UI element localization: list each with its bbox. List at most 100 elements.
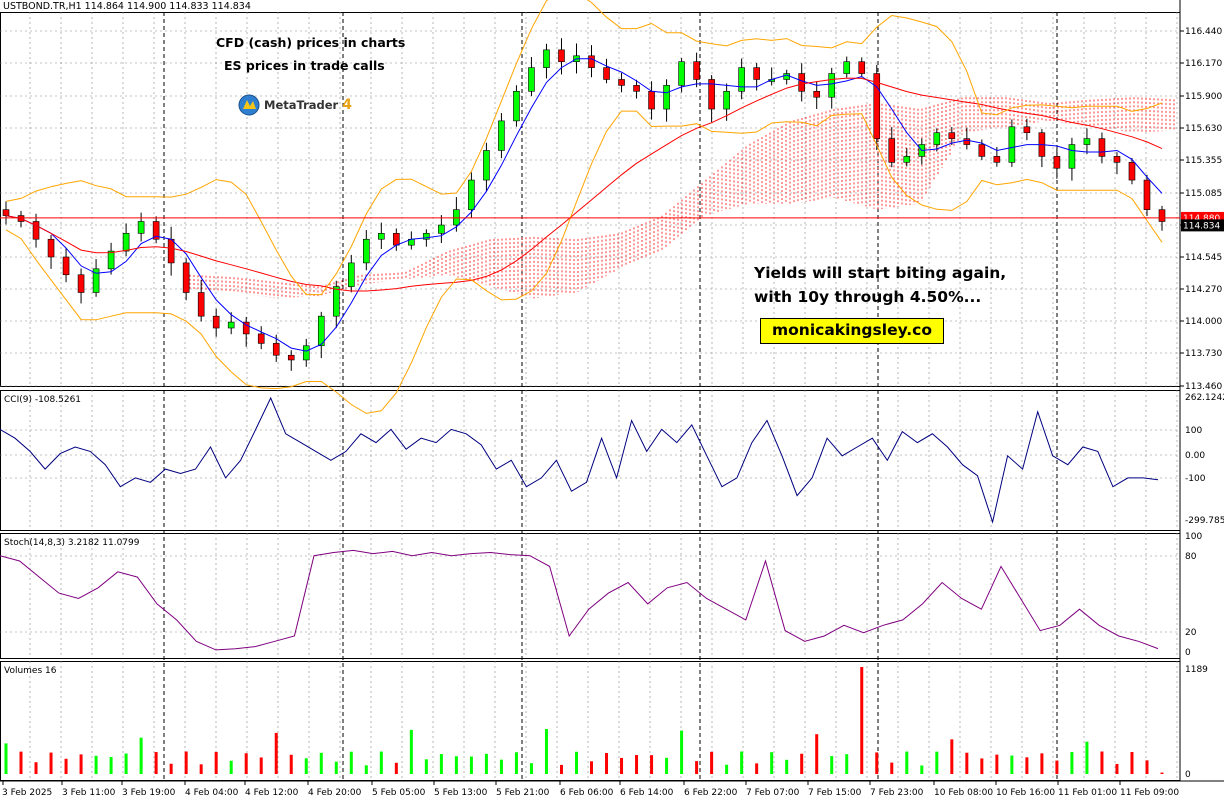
candle-bearish [182,262,190,293]
candle-bearish [242,321,250,335]
time-tick-label: 10 Feb 08:00 [934,788,993,798]
candle-bearish [1143,179,1151,210]
time-tick-label: 5 Feb 21:00 [496,788,550,798]
candle-bullish [438,224,445,234]
candle-bearish [257,333,265,344]
price-tick-label: 114.000 [1185,317,1222,327]
candle-bearish [393,233,400,246]
candle-bullish [528,67,535,92]
cci-line [0,396,1159,524]
candle-bearish [618,79,625,86]
candle-bearish [603,67,610,80]
annotation-line-1: Yields will start biting again, [754,264,1007,282]
price-tick-label: 113.460 [1185,382,1222,392]
candle-bullish [843,61,851,74]
metatrader-logo: MetaTrader 4 [238,94,352,116]
candle-bearish [32,221,40,240]
candle-bullish [738,67,745,92]
candle-bullish [783,73,790,80]
bollinger-lower [5,110,1163,414]
brand-badge[interactable]: monicakingsley.co [760,318,944,344]
stoch-line [0,549,1159,651]
cci-tick-label: 262.1242 [1185,393,1224,403]
price-tick-label: 116.440 [1185,27,1222,37]
cci-tick-label: -299.7858 [1185,516,1224,526]
stoch-tick-label: 100 [1185,532,1202,542]
candle-bearish [167,238,175,264]
price-tick-label: 115.900 [1185,92,1222,102]
candle-bullish [663,85,670,110]
time-tick-label: 4 Feb 04:00 [185,788,239,798]
candle-bearish [1098,138,1106,157]
candle-bearish [693,61,700,80]
candle-bullish [678,61,685,86]
candle-bullish [302,345,310,361]
candle-bullish [347,262,355,287]
candle-bullish [453,209,460,226]
candle-bearish [1023,126,1031,134]
time-tick-label: 11 Feb 01:00 [1058,788,1117,798]
note-es-prices: ES prices in trade calls [224,58,385,73]
candle-bearish [272,343,280,356]
cci-tick-label: 100 [1185,426,1202,436]
stoch-tick-label: 0 [1185,648,1191,658]
candle-bearish [633,85,640,92]
price-tick-label: 115.355 [1185,156,1222,166]
candle-bullish [468,179,475,210]
candle-bearish [1113,156,1121,163]
cci-title: CCI(9) -108.5261 [4,395,81,405]
time-tick-label: 7 Feb 15:00 [808,788,862,798]
time-tick-label: 3 Feb 19:00 [122,788,176,798]
candle-bullish [122,233,130,252]
volume-tick-label: 0 [1185,770,1191,780]
price-tick-label: 114.545 [1185,253,1222,263]
candle-bearish [62,256,70,276]
candle-bullish [828,73,836,98]
candle-bearish [1158,209,1166,222]
candle-bullish [933,132,941,145]
candle-bearish [287,354,295,361]
candle-bullish [498,120,505,151]
metatrader-icon [238,94,260,116]
candle-bullish [423,233,430,240]
candle-bullish [92,268,100,293]
candle-bearish [948,132,956,139]
time-tick-label: 11 Feb 09:00 [1120,788,1179,798]
annotation-line-2: with 10y through 4.50%... [754,288,982,306]
candle-bearish [888,138,896,163]
candle-bearish [152,221,160,240]
candle-bullish [723,90,730,110]
candle-bearish [212,315,220,329]
stoch-title: Stoch(14,8,3) 3.2182 11.0799 [4,538,140,548]
volume-tick-label: 1189 [1185,665,1208,675]
candle-bearish [1128,162,1136,181]
time-tick-label: 6 Feb 22:00 [684,788,738,798]
symbol-header: USTBOND.TR,H1 114.864 114.900 114.833 11… [3,1,251,12]
cci-tick-label: 0.00 [1185,451,1205,461]
time-tick-label: 6 Feb 14:00 [620,788,674,798]
time-tick-label: 4 Feb 12:00 [245,788,299,798]
stoch-tick-label: 20 [1185,628,1197,638]
time-tick-label: 7 Feb 07:00 [746,788,800,798]
bollinger-upper [5,0,1163,296]
cci-tick-label: -100 [1185,474,1206,484]
candle-bullish [903,156,911,163]
price-tick-label: 115.630 [1185,124,1222,134]
candle-bearish [798,73,805,92]
candle-bullish [107,250,115,270]
candle-bullish [317,315,325,347]
current-price-label: 114.834 [1183,221,1220,231]
candle-bearish [813,90,821,98]
candle-bearish [558,49,565,63]
fast-moving-average [5,58,1163,352]
time-tick-label: 5 Feb 13:00 [434,788,488,798]
candle-bearish [1053,156,1061,169]
current-price-marker [1181,219,1224,232]
metatrader-name: MetaTrader [264,98,339,112]
candle-bearish [648,90,655,110]
candle-bearish [197,292,205,317]
candle-bearish [2,209,10,216]
time-tick-label: 5 Feb 05:00 [372,788,426,798]
